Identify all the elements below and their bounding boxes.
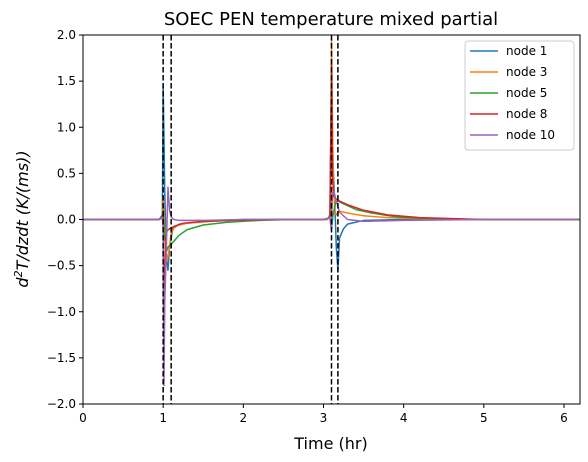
x-tick-label: 4 — [400, 411, 408, 425]
x-tick-label: 1 — [159, 411, 167, 425]
y-axis: −2.0 −1.5 −1.0 −0.5 0.0 0.5 1.0 1.5 2.0 — [47, 28, 83, 411]
chart-title: SOEC PEN temperature mixed partial — [164, 9, 498, 30]
legend-label-2: node 3 — [506, 65, 547, 79]
y-tick-label: 1.0 — [57, 120, 76, 134]
x-tick-label: 0 — [79, 411, 87, 425]
legend-label-1: node 1 — [506, 44, 547, 58]
x-axis-title: Time (hr) — [293, 434, 367, 453]
x-tick-label: 5 — [480, 411, 488, 425]
legend-label-3: node 5 — [506, 86, 547, 100]
legend-label-5: node 10 — [506, 128, 555, 142]
legend-box — [464, 40, 575, 151]
x-axis: 0 1 2 3 4 5 6 — [79, 404, 568, 425]
y-axis-title-prefix: d — [13, 277, 32, 288]
y-tick-label: 0.5 — [57, 166, 76, 180]
y-tick-label: 2.0 — [57, 28, 76, 42]
y-tick-label: −1.5 — [47, 351, 76, 365]
y-tick-label: 0.0 — [57, 213, 76, 227]
y-axis-title-rest: T/dzdt (K/(ms)) — [13, 150, 32, 270]
x-tick-label: 2 — [240, 411, 248, 425]
series-line-5 — [83, 186, 580, 387]
y-tick-label: −0.5 — [47, 259, 76, 273]
y-axis-title: d2T/dzdt (K/(ms)) — [12, 150, 33, 287]
legend: node 1 node 3 node 5 node 8 node 10 — [464, 40, 575, 151]
x-tick-label: 6 — [560, 411, 568, 425]
y-tick-label: −2.0 — [47, 397, 76, 411]
y-tick-label: −1.0 — [47, 305, 76, 319]
x-tick-label: 3 — [320, 411, 328, 425]
y-tick-label: 1.5 — [57, 74, 76, 88]
plot-area — [83, 35, 580, 404]
y-axis-title-sup: 2 — [12, 270, 25, 277]
legend-label-4: node 8 — [506, 107, 547, 121]
